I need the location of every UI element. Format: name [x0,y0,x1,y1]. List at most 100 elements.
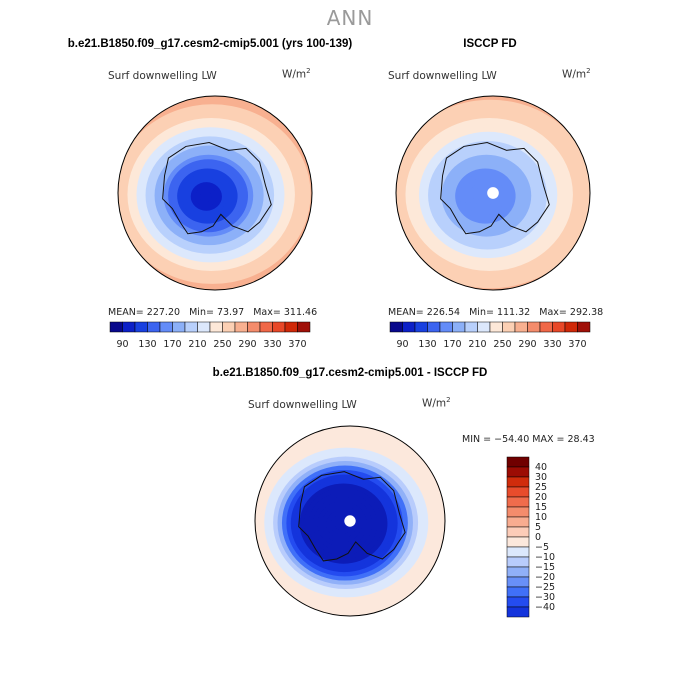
panel2-max: 292.38 [569,307,604,318]
cbar-2-swatch [506,546,530,558]
panel3-stats: MIN = −54.40 MAX = 28.43 [462,434,595,445]
cbar-2-tick-label: −30 [535,592,555,603]
figure-title: ANN [326,6,374,30]
cbar-1-swatch [477,321,491,333]
panel1-map-boundary [117,95,313,291]
cbar-1-swatch [464,321,478,333]
cbar-0-swatch [247,321,261,333]
panel1-colorbar: 90 130 170 210 250 290 330 370 [109,321,311,350]
cbar-0-swatch [297,321,311,333]
cbar-2-tick-label: 0 [535,532,541,543]
cbar-1-swatch [514,321,528,333]
cbar-0-swatch [234,321,248,333]
cbar-2-tick-label: −40 [535,602,555,613]
cbar-2-tick-label: 25 [535,482,547,493]
cbar-2-swatch [506,566,530,578]
panel1-contour-field [118,96,312,290]
panel1-polar-map [117,95,313,291]
map-2-contour-band [339,523,342,526]
panel2-colorbar: 90 130 170 210 250 290 330 370 [389,321,591,350]
panel2-contour-field [396,96,590,290]
panel2-max-label: Max= [539,307,567,318]
cbar-0-swatch [184,321,198,333]
cbar-1-swatch [502,321,516,333]
panel1-max-label: Max= [253,307,281,318]
cbar-0-tick-label: 290 [238,339,256,350]
cbar-2-swatch [506,486,530,498]
cbar-2-swatch [506,476,530,488]
cbar-2-swatch [506,526,530,538]
cbar-1-swatch [452,321,466,333]
panel2-mean: 226.54 [426,307,461,318]
cbar-2-swatch [506,596,530,608]
cbar-2-tick-label: 30 [535,472,547,483]
cbar-2-swatch [506,466,530,478]
panel3-units: W/m2 [422,396,451,410]
cbar-2-tick-label: 40 [535,462,547,473]
cbar-2-tick-label: −25 [535,582,555,593]
cbar-1-swatch [489,321,503,333]
cbar-2-swatch [506,576,530,588]
cbar-1-swatch [564,321,578,333]
cbar-0-swatch [134,321,148,333]
panel2-units: W/m2 [562,67,591,81]
cbar-0-swatch [122,321,136,333]
cbar-1-tick-label: 130 [418,339,436,350]
panel2-variable: Surf downwelling LW [388,70,497,82]
panel1-variable: Surf downwelling LW [108,70,217,82]
cbar-1-swatch [439,321,453,333]
cbar-2-swatch [506,456,530,468]
map-0-coastline [162,142,272,235]
cbar-1-tick-label: 250 [493,339,511,350]
cbar-2-tick-label: −5 [535,542,549,553]
cbar-2-swatch [506,606,530,618]
cbar-2-swatch [506,516,530,528]
cbar-2-tick-label: −15 [535,562,555,573]
panel1-min-label: Min= [189,307,214,318]
cbar-0-tick-label: 370 [288,339,306,350]
map-2-pole-missing [344,515,356,527]
cbar-0-tick-label: 250 [213,339,231,350]
cbar-1-tick-label: 330 [543,339,561,350]
cbar-0-tick-label: 130 [138,339,156,350]
cbar-0-tick-label: 210 [188,339,206,350]
panel1-mean-label: MEAN= [108,307,144,318]
cbar-0-swatch [109,321,123,333]
cbar-1-swatch [414,321,428,333]
cbar-1-swatch [389,321,403,333]
panel2-polar-map [395,95,591,291]
panel1-stats: MEAN= 227.20 Min= 73.97 Max= 311.46 [108,307,317,318]
cbar-0-swatch [159,321,173,333]
panel1-title: b.e21.B1850.f09_g17.cesm2-cmip5.001 (yrs… [67,38,353,50]
panel2-mean-label: MEAN= [388,307,424,318]
panel3-contour-field [255,426,445,616]
cbar-0-swatch [147,321,161,333]
cbar-1-tick-label: 370 [568,339,586,350]
cbar-0-swatch [197,321,211,333]
cbar-2-tick-label: −10 [535,552,555,563]
cbar-1-swatch [552,321,566,333]
map-1-contour-band [482,195,485,198]
cbar-2-swatch [506,586,530,598]
cbar-0-tick-label: 90 [116,339,128,350]
cbar-2-tick-label: −20 [535,572,555,583]
panel2-min-label: Min= [469,307,494,318]
cbar-1-tick-label: 290 [518,339,536,350]
cbar-2-swatch [506,536,530,548]
panel3-polar-map [254,425,446,617]
panel3-title: b.e21.B1850.f09_g17.cesm2-cmip5.001 - IS… [212,367,488,379]
panel2-map-boundary [395,95,591,291]
cbar-0-swatch [284,321,298,333]
panel3-variable: Surf downwelling LW [248,399,357,411]
panel1-min: 73.97 [216,307,245,318]
cbar-0-swatch [172,321,186,333]
map-1-coastline [440,142,550,235]
cbar-0-tick-label: 170 [163,339,181,350]
cbar-2-tick-label: 10 [535,512,547,523]
panel1-max: 311.46 [283,307,318,318]
cbar-0-tick-label: 330 [263,339,281,350]
cbar-2-swatch [506,556,530,568]
cbar-2-tick-label: 20 [535,492,547,503]
cbar-0-swatch [259,321,273,333]
